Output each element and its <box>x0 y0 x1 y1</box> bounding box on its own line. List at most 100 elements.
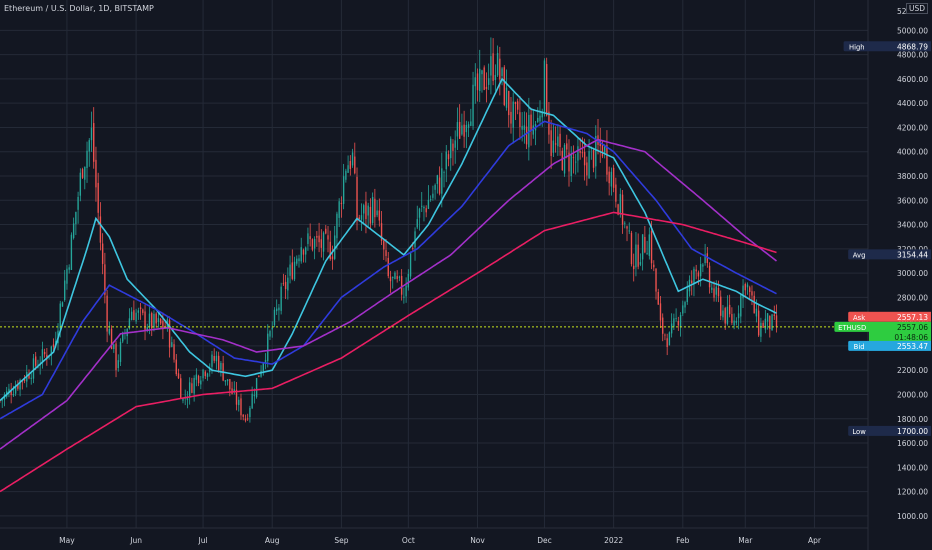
candle-up <box>88 140 90 152</box>
candle-down <box>101 243 104 264</box>
candle-down <box>677 321 680 326</box>
candle-up <box>764 318 767 330</box>
candle-up <box>436 175 439 184</box>
price-label-tag: Low <box>852 428 866 436</box>
price-label-value-box <box>869 425 931 436</box>
candle-up <box>604 146 606 154</box>
candle-down <box>162 320 164 330</box>
candle-up <box>224 380 227 382</box>
candle-up <box>574 161 577 163</box>
candle-up <box>193 377 195 394</box>
candle-up <box>715 286 717 295</box>
price-label-tag-box <box>848 340 870 351</box>
candle-down <box>180 378 182 399</box>
candle-up <box>409 251 412 277</box>
candle-down <box>235 389 238 405</box>
candle-down <box>612 167 615 188</box>
candle-up <box>432 193 434 198</box>
candle-up <box>619 193 622 215</box>
candle-down <box>175 359 177 375</box>
price-label-bid: Bid 2553.47 <box>848 340 931 351</box>
candle-up <box>135 312 137 322</box>
candle-up <box>298 258 300 262</box>
price-label-value: 2557.13 <box>897 313 928 322</box>
candle-up <box>251 393 253 409</box>
candle-down <box>204 371 206 377</box>
candle-up <box>345 170 347 180</box>
candle-down <box>586 162 588 176</box>
candle-down <box>731 314 733 323</box>
time-tick-label: Oct <box>402 536 415 545</box>
candle-up <box>543 60 546 114</box>
candle-down <box>43 351 46 355</box>
candle-up <box>628 230 630 232</box>
candle-up <box>523 125 526 130</box>
candle-up <box>461 125 463 135</box>
moving-average-line-ma_slow <box>0 138 778 450</box>
candle-down <box>476 73 479 91</box>
candle-down <box>197 375 200 384</box>
candle-down <box>383 240 385 250</box>
candle-down <box>46 354 48 359</box>
candle-up <box>454 140 456 148</box>
candle-down <box>81 169 84 178</box>
price-tick-label: 1600.00 <box>897 439 928 448</box>
candle-up <box>195 374 198 380</box>
candle-up <box>624 222 626 224</box>
candle-up <box>481 70 483 75</box>
candle-down <box>133 310 135 321</box>
candle-down <box>691 280 693 284</box>
price-label-high: High 4868.79 <box>843 41 931 52</box>
price-tick-label: 3200.00 <box>897 245 928 254</box>
candle-up <box>470 121 472 126</box>
candle-down <box>728 304 731 315</box>
candle-up <box>8 388 10 393</box>
candle-up <box>267 333 269 362</box>
price-tick-label: 4600.00 <box>897 75 928 84</box>
candle-up <box>416 219 418 228</box>
candle-up <box>273 309 276 326</box>
candle-up <box>148 313 151 327</box>
candle-down <box>621 194 624 225</box>
candle-down <box>650 230 653 264</box>
candle-up <box>14 386 17 394</box>
candle-down <box>757 310 760 336</box>
candle-down <box>240 398 242 416</box>
price-label-countdown: 01:48:06 <box>894 333 928 342</box>
candle-down <box>142 309 144 313</box>
candle-down <box>151 313 153 329</box>
candle-up <box>280 286 282 311</box>
candle-up <box>307 233 309 244</box>
candle-up <box>289 264 291 276</box>
candle-down <box>396 276 398 279</box>
candle-down <box>331 256 334 260</box>
candle-up <box>563 145 566 174</box>
price-tick-label: 3400.00 <box>897 221 928 230</box>
candle-up <box>496 52 499 76</box>
candle-up <box>360 215 363 220</box>
candle-up <box>84 166 86 180</box>
candle-down <box>52 344 55 347</box>
candle-up <box>12 393 15 396</box>
candle-up <box>570 154 572 177</box>
candle-down <box>389 276 392 282</box>
price-tick-label: 2200.00 <box>897 366 928 375</box>
time-tick-label: Aug <box>265 536 280 545</box>
candle-down <box>358 217 360 220</box>
candle-up <box>275 308 278 312</box>
candle-up <box>733 320 735 326</box>
candle-down <box>318 235 320 243</box>
candle-up <box>693 268 695 285</box>
candle-down <box>510 111 512 124</box>
candle-up <box>537 117 539 122</box>
candle-down <box>115 343 117 371</box>
candle-down <box>229 379 231 390</box>
candle-down <box>630 232 633 265</box>
candle-down <box>519 112 521 128</box>
currency-button[interactable]: USD <box>905 3 928 14</box>
candle-up <box>72 223 75 239</box>
price-label-value-box <box>869 340 931 351</box>
